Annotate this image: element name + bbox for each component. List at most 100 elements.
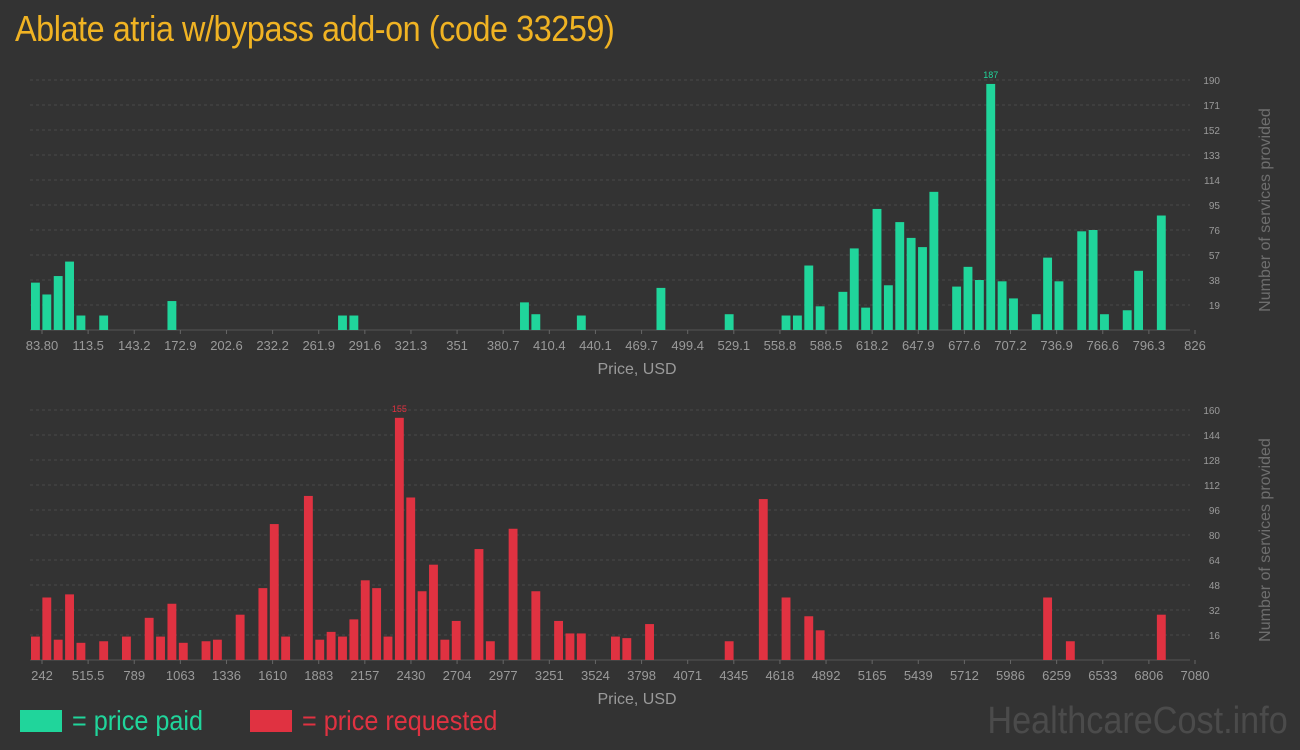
x-tick-label: 6806 (1134, 668, 1163, 683)
x-tick-label: 232.2 (256, 338, 289, 353)
x-tick-label: 1610 (258, 668, 287, 683)
peak-label: 187 (983, 70, 998, 80)
bar (1065, 641, 1075, 660)
x-tick-label: 707.2 (994, 338, 1027, 353)
bar (99, 315, 109, 330)
bar (531, 314, 541, 330)
bar (758, 499, 768, 660)
x-tick-label: 677.6 (948, 338, 981, 353)
watermark: HealthcareCost.info (987, 700, 1288, 742)
x-tick-label: 5439 (904, 668, 933, 683)
bar (167, 301, 177, 330)
legend-paid-swatch (20, 710, 62, 732)
bar (315, 639, 325, 660)
x-tick-label: 1063 (166, 668, 195, 683)
bar (1156, 614, 1166, 660)
bar (303, 495, 313, 660)
bar (99, 641, 109, 660)
bar (815, 306, 825, 330)
bar (235, 614, 245, 660)
bar (281, 636, 291, 660)
peak-label: 155 (392, 404, 407, 414)
legend-paid: = price paid (20, 704, 218, 738)
bar (212, 639, 222, 660)
x-tick-label: 4618 (765, 668, 794, 683)
bar (53, 639, 63, 660)
y-tick-label: 38 (1209, 276, 1221, 287)
x-tick-label: 529.1 (718, 338, 751, 353)
bar (656, 287, 666, 330)
bar (576, 633, 586, 660)
bar (1077, 231, 1087, 330)
y-tick-label: 76 (1209, 226, 1221, 237)
bar (804, 265, 814, 330)
bar (269, 524, 279, 660)
legend-requested-label: = price requested (302, 705, 498, 736)
x-tick-label: 3524 (581, 668, 610, 683)
bar (1043, 257, 1053, 330)
legend-paid-label: = price paid (72, 705, 203, 736)
bar (508, 528, 518, 660)
bar (906, 237, 916, 330)
y-tick-label: 128 (1203, 456, 1220, 467)
y-tick-label: 32 (1209, 606, 1221, 617)
bar (440, 639, 450, 660)
bar (156, 636, 165, 660)
x-tick-label: 789 (123, 668, 145, 683)
x-tick-label: 4345 (719, 668, 748, 683)
x-tick-label: 766.6 (1086, 338, 1119, 353)
bar (918, 247, 927, 330)
bar (986, 83, 996, 331)
bar (65, 594, 74, 660)
bar (326, 631, 336, 660)
bar (1122, 310, 1132, 330)
x-tick-label: 380.7 (487, 338, 520, 353)
bar (31, 282, 40, 330)
y-tick-label: 112 (1204, 481, 1220, 492)
legend-requested: = price requested (250, 704, 519, 738)
bar (520, 302, 529, 330)
bar (349, 315, 359, 330)
bar (338, 636, 347, 660)
bar (849, 248, 859, 330)
bar (1088, 230, 1098, 330)
bar (997, 281, 1007, 330)
x-tick-label: 2977 (489, 668, 518, 683)
x-tick-label: 515.5 (72, 668, 105, 683)
chart-title: Ablate atria w/bypass add-on (code 33259… (15, 8, 615, 49)
bar (861, 307, 871, 330)
bar (53, 276, 63, 330)
x-tick-label: 172.9 (164, 338, 197, 353)
x-tick-label: 1336 (212, 668, 241, 683)
y-tick-label: 95 (1209, 201, 1221, 212)
bar (1043, 597, 1053, 660)
x-axis-label: Price, USD (597, 691, 676, 708)
bar (724, 641, 734, 660)
x-tick-label: 440.1 (579, 338, 612, 353)
bar (554, 620, 564, 660)
x-tick-label: 113.5 (72, 338, 104, 353)
bar (178, 642, 188, 660)
bar (474, 549, 484, 660)
y-tick-label: 48 (1209, 581, 1221, 592)
bar (838, 291, 848, 330)
bar (429, 564, 438, 660)
bar (417, 591, 427, 660)
y-tick-label: 152 (1203, 126, 1220, 137)
x-tick-label: 469.7 (625, 338, 658, 353)
bar (883, 285, 893, 330)
x-tick-label: 4071 (673, 668, 702, 683)
y-tick-label: 96 (1209, 506, 1221, 517)
bar (565, 633, 575, 660)
bar (815, 630, 825, 660)
x-tick-label: 6259 (1042, 668, 1071, 683)
bar (963, 266, 973, 330)
bar (872, 208, 882, 330)
x-tick-label: 3251 (535, 668, 564, 683)
bar (76, 642, 86, 660)
legend-requested-swatch (250, 710, 292, 732)
x-tick-label: 291.6 (349, 338, 382, 353)
x-tick-label: 736.9 (1040, 338, 1073, 353)
y-tick-label: 171 (1203, 101, 1220, 112)
x-tick-label: 83.80 (26, 338, 59, 353)
